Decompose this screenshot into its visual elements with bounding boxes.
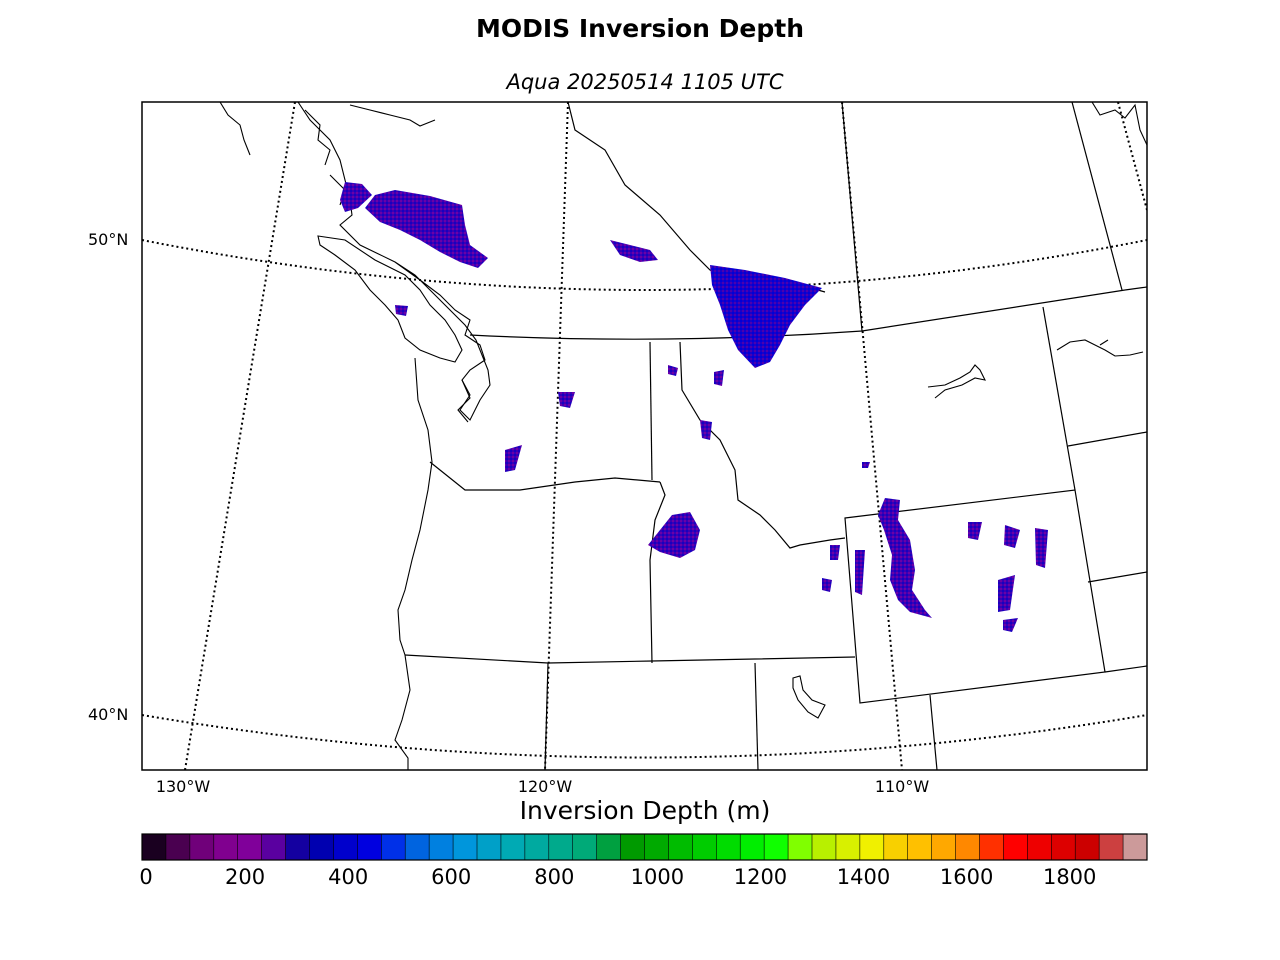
- california-nevada-border: [544, 662, 549, 770]
- us-canada-border: [469, 289, 1126, 340]
- chart-subtitle: Aqua 20250514 1105 UTC: [506, 70, 784, 94]
- data-cluster-wyoming-west: [878, 498, 932, 618]
- lat-label-50n: 50°N: [88, 230, 129, 249]
- meridian-100w: [1117, 102, 1147, 211]
- colorbar-tick-label: 400: [328, 865, 369, 889]
- alberta-sask-border: [841, 102, 863, 332]
- colorbar-tick-label: 1400: [836, 865, 891, 889]
- parallel-40n: [142, 714, 1147, 759]
- great-salt-lake: [792, 675, 826, 719]
- colorbar-tick-label: 800: [534, 865, 575, 889]
- vancouver-island: [317, 235, 463, 363]
- lon-label-120w: 120°W: [517, 777, 573, 796]
- oregon-california-border: [404, 654, 856, 664]
- chart-title: MODIS Inversion Depth: [475, 14, 805, 43]
- colorbar-tick-label: 1600: [939, 865, 994, 889]
- coastlines: [219, 102, 1147, 770]
- bc-inlets: [304, 104, 436, 206]
- washington-idaho-border: [649, 341, 653, 481]
- puget-sound: [457, 379, 471, 423]
- hudson-bay-coast: [1091, 102, 1147, 146]
- washington-oregon-border: [429, 461, 661, 491]
- data-cluster-idaho: [648, 512, 700, 558]
- sd-ne-border: [1067, 431, 1147, 447]
- inversion-depth-data: [340, 182, 1048, 632]
- utah-colorado-border: [929, 694, 938, 770]
- lake-sakakawea: [927, 364, 986, 399]
- west-coast-us: [394, 357, 433, 770]
- bc-alberta-border: [567, 102, 826, 293]
- oregon-idaho-border: [649, 481, 666, 664]
- meridian-130w: [184, 102, 296, 770]
- data-cluster-bc-coast: [365, 190, 488, 268]
- political-boundaries: [404, 102, 1147, 770]
- data-cluster-alberta: [710, 265, 822, 368]
- ne-border: [1087, 571, 1147, 583]
- colorbar-tick-label: 1200: [733, 865, 788, 889]
- lake-winnipeg: [1056, 339, 1144, 357]
- map-frame: [141, 101, 1148, 771]
- colorbar-tick-label: 200: [225, 865, 266, 889]
- parallel-50n: [142, 239, 1147, 291]
- colorbar-tick-label: 1800: [1042, 865, 1097, 889]
- idaho-panhandle: [679, 341, 846, 549]
- sask-manitoba-border: [1071, 102, 1123, 291]
- meridian-120w: [544, 102, 569, 770]
- nevada-utah-border: [754, 662, 759, 770]
- colorbar-tick-label: 600: [431, 865, 472, 889]
- colorbar-tick-label: 1000: [630, 865, 685, 889]
- lon-label-110w: 110°W: [874, 777, 930, 796]
- lat-label-40n: 40°N: [88, 705, 129, 724]
- colorbar-tick-label: 0: [139, 865, 153, 889]
- colorbar-title: Inversion Depth (m): [519, 796, 771, 825]
- lon-label-130w: 130°W: [155, 777, 211, 796]
- montana-nd-border: [1042, 306, 1076, 491]
